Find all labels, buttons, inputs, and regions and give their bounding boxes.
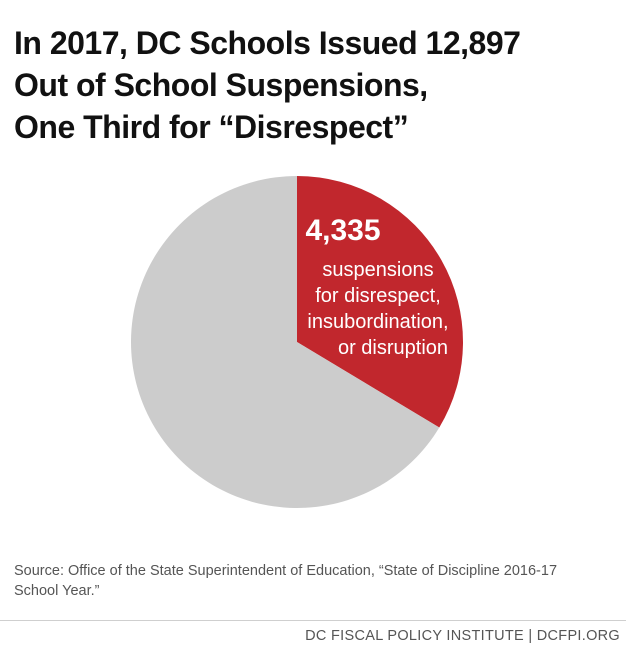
footer-credit: DC FISCAL POLICY INSTITUTE | DCFPI.ORG <box>305 628 620 644</box>
slice-description-line: for disrespect, <box>315 285 441 307</box>
slice-description-line: suspensions <box>322 259 433 281</box>
footer-divider <box>0 620 626 621</box>
source-note: Source: Office of the State Superintende… <box>14 563 558 599</box>
chart-title: In 2017, DC Schools Issued 12,897 Out of… <box>14 25 521 145</box>
pie-slice-other <box>130 176 440 509</box>
pie-slice-disrespect <box>297 176 463 428</box>
slice-description-line: or disruption <box>338 337 448 359</box>
pie-slices <box>130 176 463 509</box>
slice-description-line: insubordination, <box>307 311 448 333</box>
slice-label: 4,335 suspensions for disrespect, insubo… <box>305 214 448 359</box>
slice-value-label: 4,335 <box>305 214 380 247</box>
